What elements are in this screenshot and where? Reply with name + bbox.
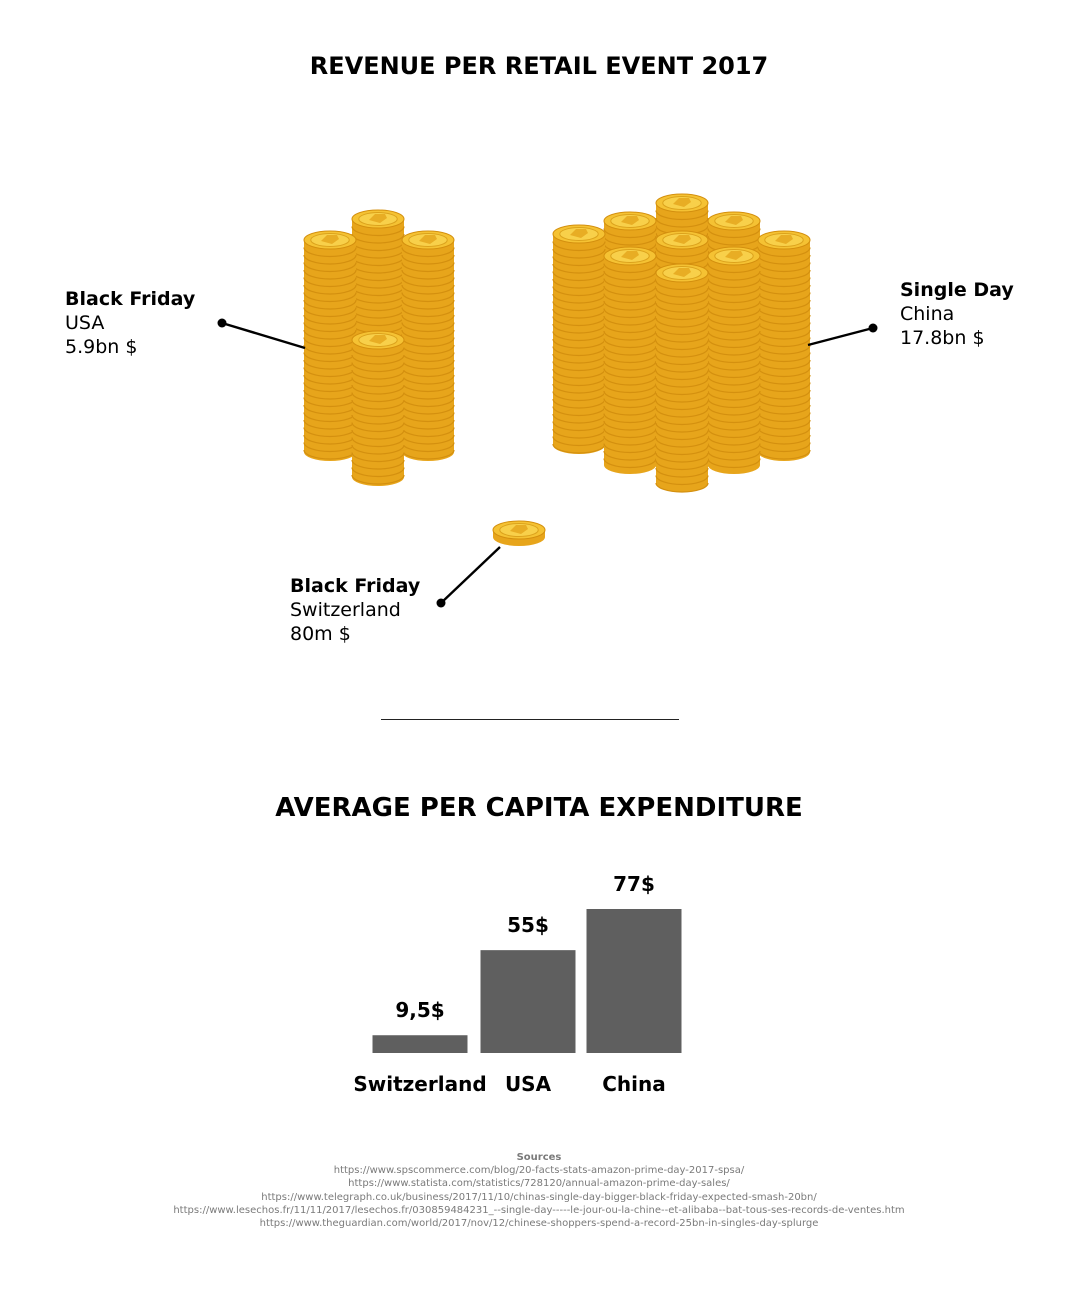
category-label: China <box>602 1072 666 1096</box>
coin-switzerland <box>492 520 546 546</box>
label-single-day-china: Single Day China 17.8bn $ <box>900 278 1014 350</box>
coin-stack-china <box>552 224 606 454</box>
category-label: Switzerland <box>353 1072 486 1096</box>
leader-line-usa <box>217 318 306 350</box>
revenue-value: 5.9bn $ <box>65 336 138 358</box>
country-name: USA <box>65 312 105 334</box>
coin-stack-china <box>603 246 657 474</box>
coin-stack-china <box>757 230 811 461</box>
source-link[interactable]: https://www.lesechos.fr/11/11/2017/lesec… <box>173 1204 905 1216</box>
bottom-chart-title: AVERAGE PER CAPITA EXPENDITURE <box>275 793 803 823</box>
bar-usa <box>480 950 576 1053</box>
event-name: Black Friday <box>290 575 421 597</box>
sources-block: Sources https://www.spscommerce.com/blog… <box>0 1151 1078 1230</box>
leader-line-switzerland <box>436 546 501 608</box>
top-chart-title: REVENUE PER RETAIL EVENT 2017 <box>309 52 769 80</box>
section-divider <box>381 719 679 720</box>
coin-stack-usa <box>303 230 357 461</box>
source-link[interactable]: https://www.theguardian.com/world/2017/n… <box>259 1218 819 1230</box>
coin-stack-usa <box>401 230 455 461</box>
value-label: 55$ <box>507 913 549 937</box>
category-label: USA <box>505 1072 552 1096</box>
label-black-friday-usa: Black Friday USA 5.9bn $ <box>65 287 195 359</box>
revenue-value: 80m $ <box>290 623 351 645</box>
value-label: 9,5$ <box>395 998 444 1022</box>
revenue-value: 17.8bn $ <box>900 327 985 349</box>
country-name: Switzerland <box>290 599 401 621</box>
event-name: Black Friday <box>65 288 196 310</box>
country-name: China <box>900 303 955 325</box>
bar-china <box>586 909 682 1053</box>
leader-line-china <box>807 323 878 347</box>
coin-stack-usa <box>351 330 405 486</box>
bar-switzerland <box>372 1035 468 1053</box>
coin-pictograph <box>217 193 878 608</box>
source-link[interactable]: https://www.statista.com/statistics/7281… <box>348 1178 730 1190</box>
source-link[interactable]: https://www.spscommerce.com/blog/20-fact… <box>333 1165 745 1177</box>
label-black-friday-switzerland: Black Friday Switzerland 80m $ <box>290 574 420 646</box>
value-label: 77$ <box>613 872 655 896</box>
source-link[interactable]: https://www.telegraph.co.uk/business/201… <box>261 1191 817 1203</box>
event-name: Single Day <box>900 279 1014 301</box>
coin-stack-china <box>707 246 761 474</box>
coin-stack-china <box>655 263 709 493</box>
sources-heading: Sources <box>516 1152 562 1163</box>
